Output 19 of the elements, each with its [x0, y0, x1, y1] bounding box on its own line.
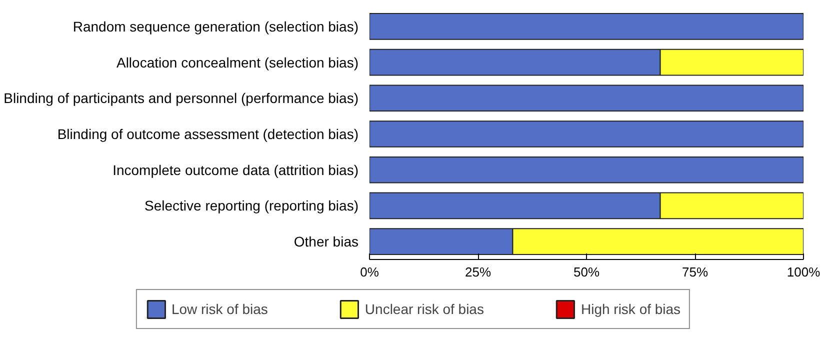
bar — [370, 13, 804, 40]
y-tick-label: Blinding of outcome assessment (detection bias) — [57, 126, 359, 142]
y-tick-label: Other bias — [294, 234, 359, 250]
x-tick-label: 25% — [464, 264, 492, 280]
bar — [370, 84, 804, 112]
y-tick-label: Incomplete outcome data (attrition bias) — [112, 162, 359, 178]
bar — [370, 156, 804, 184]
legend-label: Low risk of bias — [171, 301, 268, 317]
x-tick-label: 100% — [786, 264, 821, 280]
bar — [370, 120, 804, 148]
legend-label: Unclear risk of bias — [364, 301, 484, 317]
x-tick-label: 75% — [682, 264, 708, 280]
y-tick-label: Selective reporting (reporting bias) — [144, 198, 359, 214]
y-tick-label: Allocation concealment (selection bias) — [116, 54, 359, 70]
legend-label: High risk of bias — [580, 301, 681, 317]
x-tick-label: 50% — [573, 264, 600, 280]
y-tick-label: Random sequence generation (selection bias) — [72, 18, 359, 34]
y-tick-label: Blinding of participants and personnel (performance bias) — [4, 90, 359, 106]
x-tick-label: 0% — [360, 264, 380, 280]
